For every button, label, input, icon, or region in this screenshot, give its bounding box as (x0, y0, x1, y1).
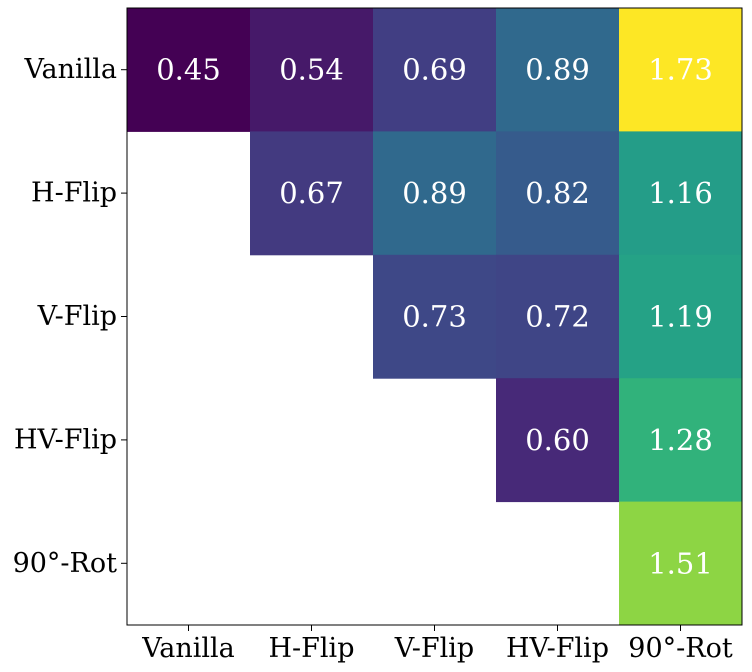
plot-frame (126, 7, 743, 626)
cell-value-label-0-4: 1.73 (648, 53, 713, 87)
heatmap-cell-0-0 (127, 8, 251, 132)
x-axis: Vanilla H-Flip V-Flip HV-Flip 90°-Rot (141, 625, 733, 664)
heatmap-cell-0-4 (619, 8, 743, 132)
heatmap-cell-2-4 (619, 254, 743, 379)
heatmap-cell-0-1 (250, 8, 374, 132)
cell-value-label-2-3: 0.72 (525, 300, 590, 334)
cell-value-label-0-0: 0.45 (156, 53, 221, 87)
y-axis: Vanilla H-Flip V-Flip HV-Flip 90°-Rot (13, 54, 127, 579)
cell-value-label-1-2: 0.89 (402, 176, 467, 210)
heatmap-cell-1-3 (496, 131, 620, 256)
heatmap-cell-1-2 (373, 131, 497, 256)
x-tick-label: HV-Flip (506, 633, 609, 664)
y-tick-label: H-Flip (31, 178, 117, 209)
cell-value-label-3-3: 0.60 (525, 423, 590, 457)
cell-value-label-4-4: 1.51 (648, 546, 713, 580)
heatmap-cell-3-4 (619, 378, 743, 503)
heatmap-cell-1-1 (250, 131, 374, 256)
cell-value-label-2-2: 0.73 (402, 300, 467, 334)
cell-value-label-3-4: 1.28 (648, 423, 713, 457)
y-tick-label: V-Flip (37, 301, 117, 332)
x-tick-label: 90°-Rot (628, 633, 733, 664)
cell-value-label-1-4: 1.16 (648, 176, 713, 210)
heatmap-cell-2-3 (496, 254, 620, 379)
heatmap-cell-0-2 (373, 8, 497, 132)
cell-value-label-2-4: 1.19 (648, 300, 713, 334)
cell-value-label-0-2: 0.69 (402, 53, 467, 87)
heatmap-cell-2-2 (373, 254, 497, 379)
heatmap-cell-labels: 0.45 0.54 0.69 0.89 1.73 0.67 0.89 0.82 1.16 0.73… (156, 53, 713, 581)
heatmap-cells (127, 8, 743, 626)
heatmap-cell-1-4 (619, 131, 743, 256)
cell-value-label-1-3: 0.82 (525, 176, 590, 210)
y-tick-label: HV-Flip (14, 424, 117, 455)
y-tick-label: 90°-Rot (13, 548, 118, 579)
cell-value-label-0-1: 0.54 (279, 53, 344, 87)
cell-value-label-1-1: 0.67 (279, 176, 344, 210)
heatmap-cell-4-4 (619, 501, 743, 626)
x-tick-label: Vanilla (141, 633, 235, 664)
heatmap-cell-0-3 (496, 8, 620, 132)
x-tick-label: H-Flip (269, 633, 355, 664)
y-tick-label: Vanilla (23, 54, 117, 85)
cell-value-label-0-3: 0.89 (525, 53, 590, 87)
heatmap-cell-3-3 (496, 378, 620, 503)
x-tick-label: V-Flip (394, 633, 474, 664)
